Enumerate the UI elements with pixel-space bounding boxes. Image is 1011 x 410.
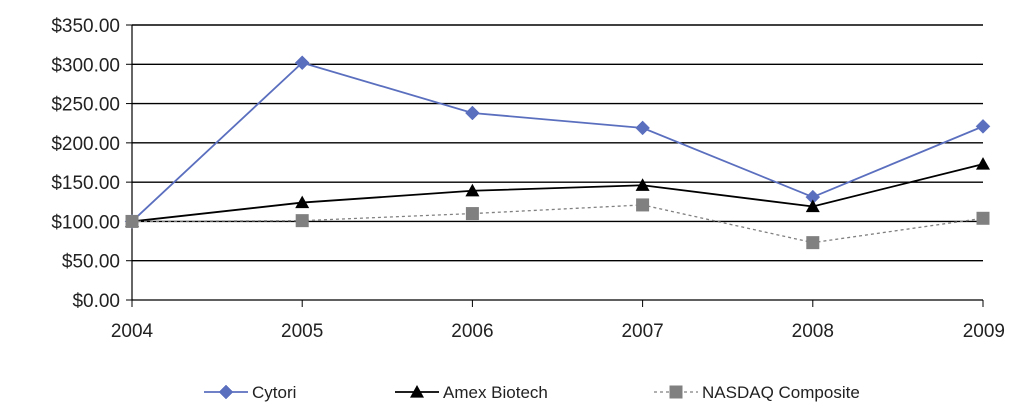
series-line-nasdaq-composite xyxy=(131,204,984,244)
data-point-nasdaq-composite-2007 xyxy=(636,198,650,212)
series-cytori xyxy=(124,55,991,229)
data-point-nasdaq-composite-2008 xyxy=(806,236,820,250)
legend-label-amex-biotech: Amex Biotech xyxy=(443,383,548,402)
series-amex-biotech xyxy=(125,157,990,228)
legend-label-nasdaq-composite: NASDAQ Composite xyxy=(702,383,860,402)
legend-marker-nasdaq-composite xyxy=(669,385,683,399)
x-tick-label-2005: 2005 xyxy=(281,321,323,342)
series-nasdaq-composite xyxy=(125,198,990,250)
data-point-amex-biotech-2006 xyxy=(465,183,480,197)
x-tick-label-2004: 2004 xyxy=(111,321,154,342)
y-tick-label-1: $50.00 xyxy=(62,252,120,273)
legend-item-cytori: Cytori xyxy=(204,383,296,402)
series-layer xyxy=(124,55,991,250)
data-point-amex-biotech-2007 xyxy=(635,178,650,191)
data-point-nasdaq-composite-2006 xyxy=(465,207,479,221)
legend-item-amex-biotech: Amex Biotech xyxy=(395,383,548,402)
data-point-nasdaq-composite-2005 xyxy=(295,214,309,228)
y-tick-label-3: $150.00 xyxy=(51,173,120,194)
legend-marker-amex-biotech xyxy=(410,385,424,398)
legend-marker-cytori xyxy=(218,384,234,400)
y-tick-label-2: $100.00 xyxy=(51,212,120,233)
y-tick-label-4: $200.00 xyxy=(51,134,120,155)
x-tick-label-2006: 2006 xyxy=(451,321,493,342)
y-tick-labels: $0.00 $50.00 $100.00 $150.00 $200.00 $250.00 $… xyxy=(51,16,120,312)
data-point-nasdaq-composite-2009 xyxy=(976,211,990,225)
y-tick-label-5: $250.00 xyxy=(51,95,120,116)
y-tick-label-6: $300.00 xyxy=(51,55,120,76)
axes xyxy=(126,24,984,307)
y-tick-label-0: $0.00 xyxy=(72,291,120,312)
legend-item-nasdaq-composite: NASDAQ Composite xyxy=(654,383,860,402)
data-point-cytori-2009 xyxy=(975,119,991,134)
data-point-cytori-2005 xyxy=(294,55,310,71)
series-line-amex-biotech xyxy=(131,163,984,223)
legend-label-cytori: Cytori xyxy=(252,383,296,402)
data-point-amex-biotech-2005 xyxy=(295,195,310,209)
y-tick-label-7: $350.00 xyxy=(51,16,120,37)
data-point-nasdaq-composite-2004 xyxy=(125,214,139,228)
data-point-amex-biotech-2009 xyxy=(976,157,990,170)
legend: Cytori Amex Biotech NASDAQ Composite xyxy=(204,383,860,402)
data-point-amex-biotech-2008 xyxy=(805,199,820,213)
x-tick-label-2007: 2007 xyxy=(621,321,663,342)
data-point-cytori-2007 xyxy=(635,120,650,136)
data-point-cytori-2006 xyxy=(465,105,480,121)
series-line-cytori xyxy=(131,61,984,223)
x-tick-label-2009: 2009 xyxy=(963,321,1005,342)
gridlines xyxy=(132,24,983,262)
x-tick-label-2008: 2008 xyxy=(792,321,834,342)
x-tick-labels: 2004 2005 2006 2007 2008 2009 xyxy=(111,321,1005,342)
